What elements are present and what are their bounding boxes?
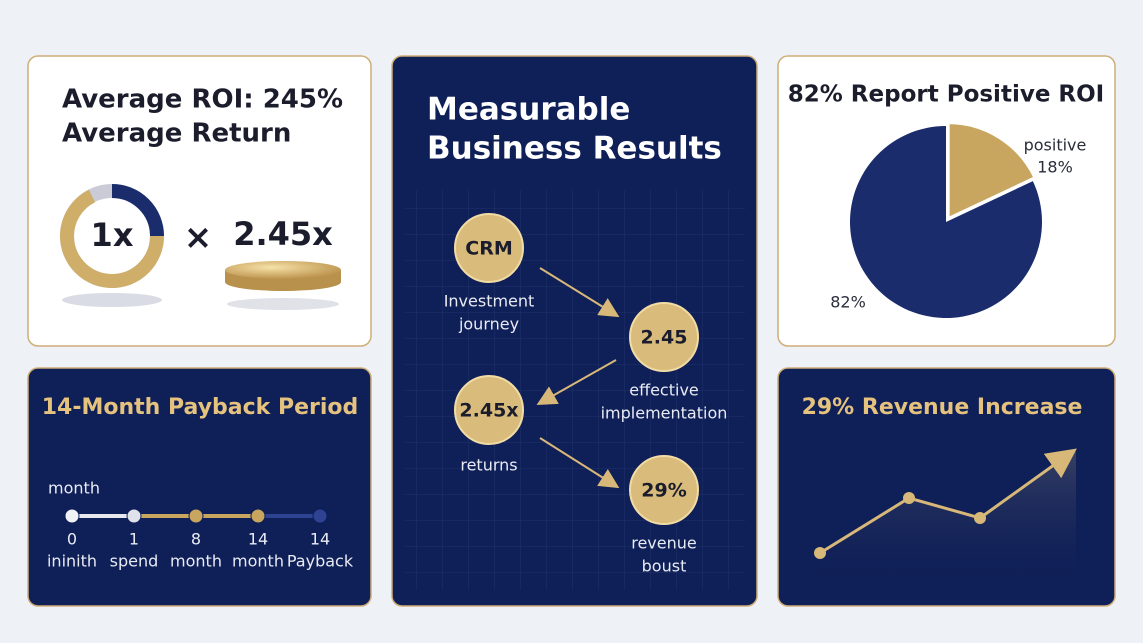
- roi-subtitle: Average Return: [62, 119, 291, 149]
- stop-number: 0: [67, 530, 77, 549]
- step-badge: [454, 213, 524, 283]
- ring-shadow: [62, 293, 162, 307]
- roi-to: 2.45x: [233, 215, 333, 253]
- coin-shadow: [227, 298, 339, 310]
- stop-number: 14: [248, 530, 268, 549]
- stop-number: 14: [310, 530, 330, 549]
- slice-name: positive: [1024, 136, 1087, 155]
- step-value: 2.45: [641, 327, 688, 349]
- revenue-title: 29% Revenue Increase: [802, 395, 1083, 420]
- ring-gold: [59, 189, 164, 289]
- stops: 0 ininith 1 spend 8 month 14 month 14 Payback: [47, 508, 354, 571]
- stop-label: Payback: [287, 552, 354, 571]
- flow-arrow: [539, 437, 620, 489]
- trend-point: [903, 492, 915, 504]
- step-value: 2.45x: [459, 400, 518, 422]
- step-caption: effective: [629, 381, 699, 400]
- step-badge: [629, 455, 699, 525]
- stop-label: month: [232, 552, 284, 571]
- slice-label: 18%: [1037, 158, 1073, 177]
- stop-dot: [126, 508, 142, 524]
- ring-navy: [111, 184, 164, 237]
- flow-arrow: [539, 267, 620, 318]
- trend-point: [814, 547, 826, 559]
- step-caption: revenue: [631, 534, 697, 553]
- trend-line: [819, 448, 1077, 555]
- step-value: 29%: [641, 480, 686, 502]
- step-badge: [629, 302, 699, 372]
- trend-area: [820, 450, 1076, 592]
- positive-title: 82% Report Positive ROI: [788, 82, 1105, 108]
- results-title: Measurable: [427, 92, 630, 128]
- payback-card: [27, 367, 372, 607]
- roi-operator: ×: [184, 218, 213, 258]
- step-caption: boust: [642, 557, 687, 576]
- pie: [850, 121, 1042, 319]
- step-caption: journey: [458, 315, 519, 334]
- positive-card: [777, 55, 1116, 347]
- step-badge: [454, 375, 524, 445]
- stop-number: 1: [129, 530, 139, 549]
- roi-title: Average ROI: 245%: [62, 85, 343, 115]
- stop-label: month: [170, 552, 222, 571]
- roi-from: 1x: [91, 216, 134, 254]
- payback-title: 14-Month Payback Period: [42, 395, 359, 420]
- stop-dot: [312, 508, 328, 524]
- step-caption: implementation: [601, 404, 728, 423]
- flow-arrow: [536, 359, 617, 405]
- stop-dot: [64, 508, 80, 524]
- trend-point: [974, 512, 986, 524]
- stop-number: 8: [191, 530, 201, 549]
- results-subtitle: Business Results: [427, 131, 722, 167]
- pie-slice: [946, 121, 1038, 221]
- steps: CRM Investment journey 2.45 effective impleme…: [444, 213, 728, 576]
- slice-label: 82%: [830, 293, 866, 312]
- step-caption: returns: [460, 456, 517, 475]
- stop-label: ininith: [47, 552, 97, 571]
- coin-top: [225, 261, 341, 279]
- stop-dot: [188, 508, 204, 524]
- axis-label: month: [48, 479, 100, 498]
- stop-label: spend: [110, 552, 159, 571]
- step-caption: Investment: [444, 292, 535, 311]
- stop-dot: [250, 508, 266, 524]
- pie-slice: [850, 126, 1042, 319]
- step-value: CRM: [465, 238, 512, 260]
